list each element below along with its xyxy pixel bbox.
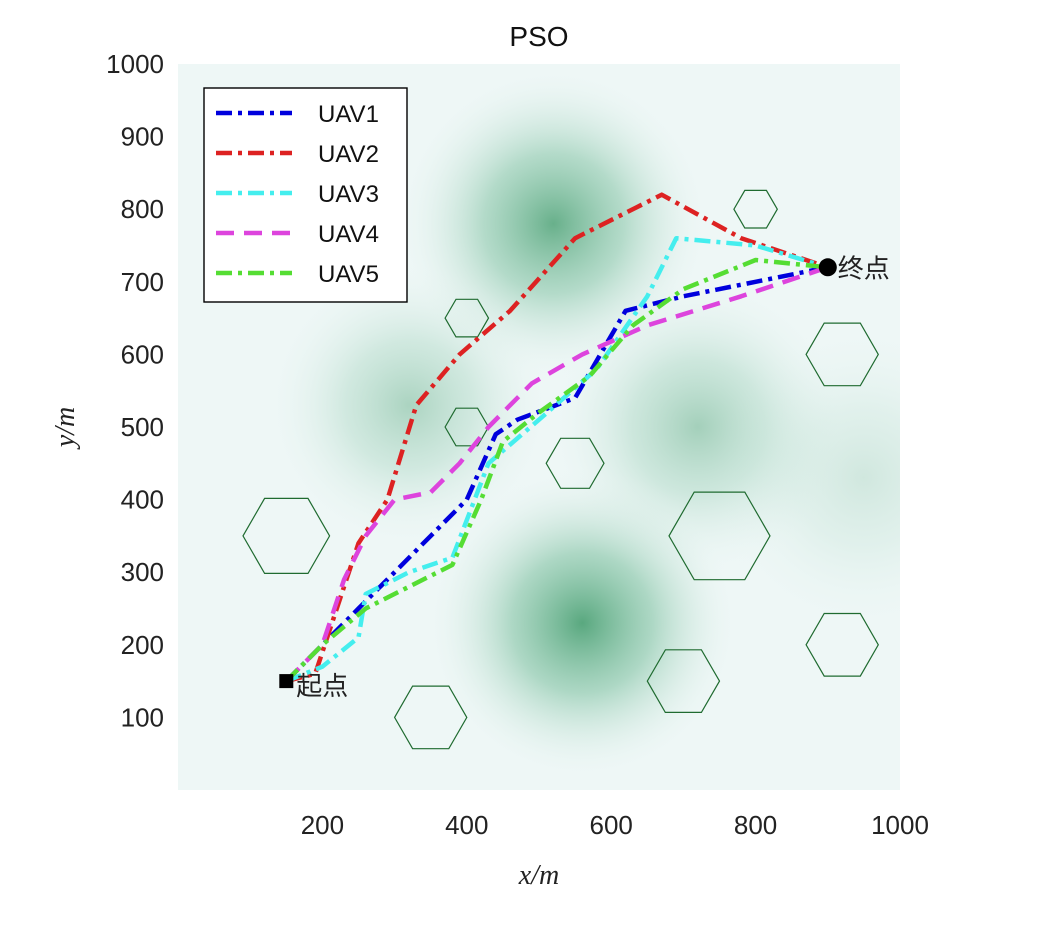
x-axis-label: x/m (518, 860, 559, 891)
y-axis-label: y/m (50, 407, 81, 450)
y-tick-label: 700 (121, 267, 164, 297)
obstacle-hexagon (668, 491, 771, 581)
end-label: 终点 (838, 254, 890, 284)
threat-peak (426, 467, 739, 779)
end-marker (818, 258, 837, 277)
series-line-uav4 (284, 265, 829, 683)
y-tick-label: 400 (121, 485, 164, 515)
legend-label-uav3: UAV3 (318, 181, 379, 208)
start-marker (279, 674, 294, 689)
x-tick-label: 800 (734, 810, 777, 840)
y-tick-label: 300 (121, 557, 164, 587)
threat-peak (707, 321, 900, 634)
legend-label-uav4: UAV4 (318, 221, 379, 248)
y-tick-label: 600 (121, 339, 164, 369)
obstacle-hexagon (545, 437, 605, 489)
y-tick-label: 500 (121, 412, 164, 442)
obstacle-hexagon (733, 189, 778, 229)
legend-label-uav5: UAV5 (318, 261, 379, 288)
x-tick-label: 400 (445, 810, 488, 840)
y-tick-label: 900 (121, 122, 164, 152)
series-line-uav3 (285, 235, 829, 684)
series-line-uav2 (285, 192, 829, 684)
y-tick-label: 1000 (106, 49, 164, 79)
series-line-uav1 (284, 265, 829, 683)
marker-layer: 起点 终点 (279, 254, 890, 702)
x-tick-label: 200 (301, 810, 344, 840)
obstacle-hexagon (444, 298, 490, 338)
legend: UAV1 UAV2 UAV3 UAV4 UAV5 (203, 87, 408, 303)
obstacle-hexagon (805, 322, 879, 387)
obstacle-layer (242, 189, 879, 750)
threat-peak (266, 262, 552, 549)
legend-label-uav2: UAV2 (318, 141, 379, 168)
uav-path-layer (284, 192, 829, 684)
y-tick-label: 100 (121, 702, 164, 732)
legend-label-uav1: UAV1 (318, 101, 379, 128)
start-label: 起点 (296, 672, 348, 702)
tick-layer: 200 400 600 800 1000 100 200 300 400 500 600 700 800… (106, 49, 929, 840)
obstacle-hexagon (242, 497, 331, 575)
legend-box (203, 87, 408, 303)
obstacle-hexagon (646, 649, 721, 714)
y-tick-label: 800 (121, 194, 164, 224)
obstacle-hexagon (444, 407, 490, 447)
obstacle-hexagon (393, 685, 468, 750)
series-line-uav5 (284, 257, 829, 683)
obstacle-hexagon (805, 612, 879, 677)
x-tick-label: 600 (590, 810, 633, 840)
y-tick-label: 200 (121, 630, 164, 660)
x-tick-label: 1000 (871, 810, 929, 840)
chart-title: PSO (509, 21, 568, 52)
